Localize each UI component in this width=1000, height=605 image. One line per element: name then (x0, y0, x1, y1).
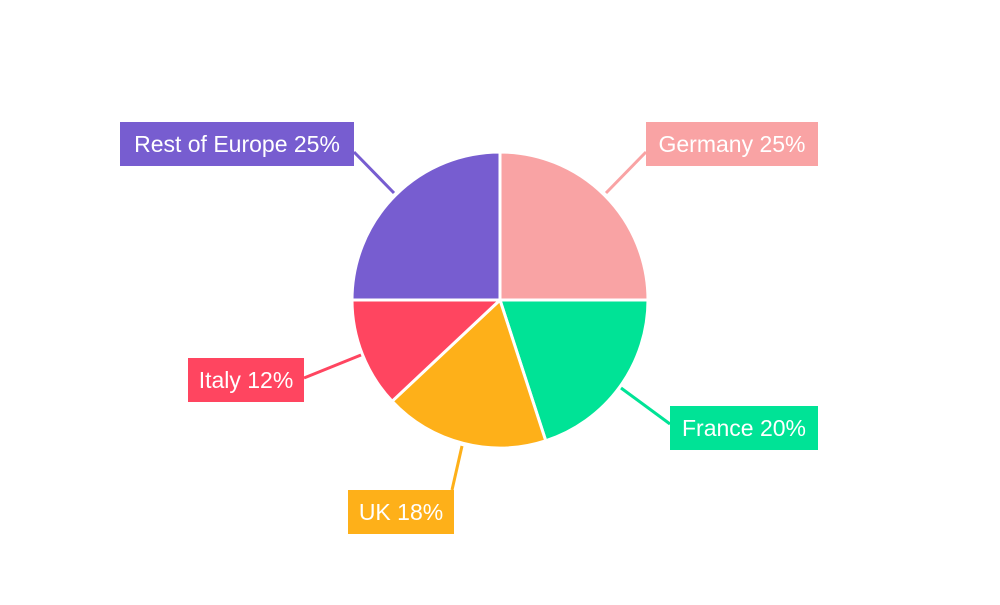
data-label-text: Germany 25% (658, 131, 805, 157)
data-label-text: Italy 12% (199, 367, 294, 393)
data-label-italy: Italy 12% (188, 358, 304, 402)
data-label-uk: UK 18% (348, 490, 454, 534)
leader-line-germany (604, 150, 648, 195)
pie-slice-germany[interactable] (498, 150, 650, 302)
pie-slice-france[interactable] (498, 298, 650, 443)
leader-line-italy (303, 353, 362, 380)
pie-slice-uk[interactable] (390, 298, 548, 450)
data-label-france: France 20% (670, 406, 818, 450)
pie-slice-italy[interactable] (350, 298, 502, 403)
data-label-germany: Germany 25% (646, 122, 818, 166)
data-label-text: UK 18% (359, 499, 443, 525)
pie-slice-rest-of-europe[interactable] (350, 150, 502, 302)
leader-line-rest-of-europe (352, 150, 396, 195)
leader-line-france (620, 386, 671, 426)
leader-line-uk (450, 445, 464, 491)
data-label-text: France 20% (682, 415, 806, 441)
data-label-rest-of-europe: Rest of Europe 25% (120, 122, 354, 166)
data-label-text: Rest of Europe 25% (134, 131, 340, 157)
